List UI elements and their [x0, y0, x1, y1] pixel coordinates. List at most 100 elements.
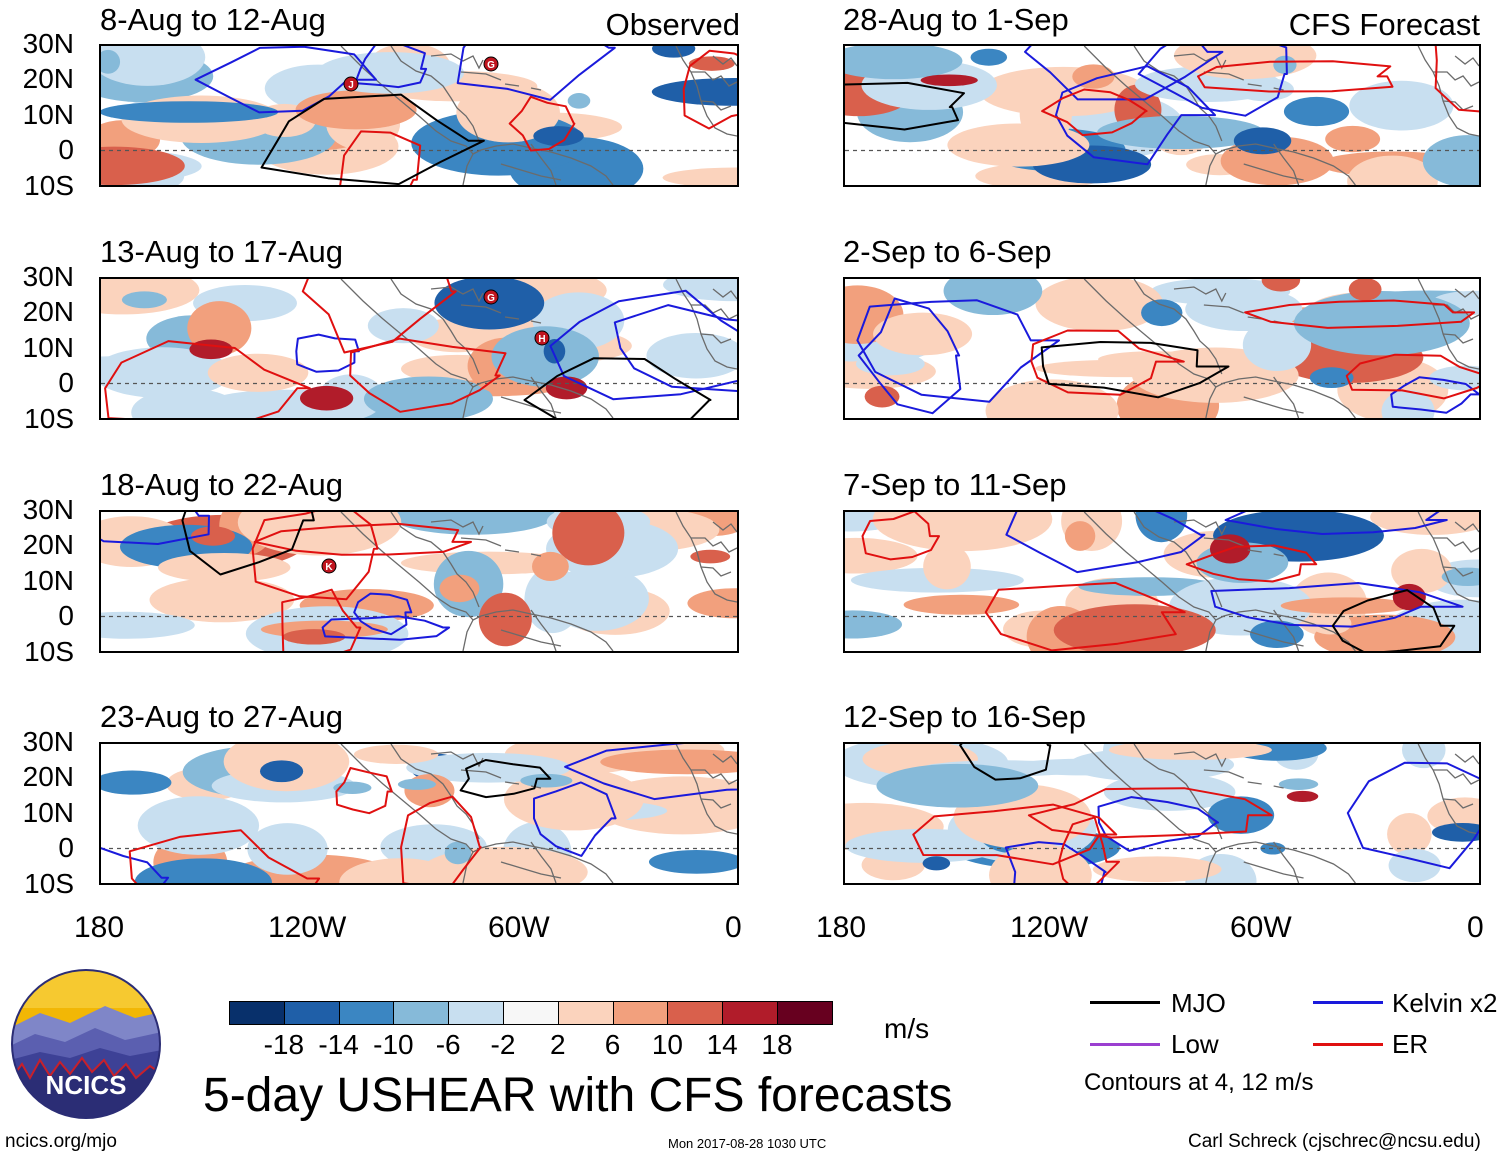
er-contour [128, 829, 321, 883]
legend-label-low: Low [1171, 1029, 1219, 1059]
shading-blob [864, 385, 900, 408]
storm-marker[interactable]: H [534, 330, 550, 346]
shading-blob [237, 512, 402, 556]
lon-label-180-right: 180 [816, 911, 867, 944]
shading-blob [985, 379, 1119, 418]
shading-blob [1280, 597, 1411, 615]
er-contour [335, 767, 393, 815]
kelvin-contour [295, 333, 360, 373]
lat-label: 10N [22, 565, 74, 596]
coastline [340, 512, 737, 651]
shading-blob [259, 760, 304, 783]
shading-blob [149, 577, 295, 623]
coastline [1083, 512, 1479, 651]
shading-blob [1325, 125, 1381, 153]
shading-blob [282, 629, 346, 645]
shading-blob [1185, 287, 1303, 332]
lat-label: 30N [22, 28, 74, 59]
er-contour [1345, 353, 1479, 400]
mjo-contour [845, 81, 965, 131]
lat-label: 0 [58, 600, 74, 631]
shading-blob [845, 46, 963, 80]
shading-blob [1098, 351, 1210, 368]
footer-url[interactable]: ncics.org/mjo [5, 1131, 117, 1152]
shading-blob [1261, 279, 1301, 292]
colorbar-label: -10 [373, 1029, 414, 1060]
storm-marker[interactable]: G [483, 289, 499, 305]
kelvin-contour [456, 46, 616, 101]
shading-blob [1141, 299, 1183, 327]
shading-blob [1309, 367, 1354, 388]
shading-blob [1309, 612, 1352, 635]
shading-blob [190, 526, 236, 546]
shading-blob [101, 770, 172, 795]
colorbar-label: -18 [263, 1029, 305, 1060]
shading-blob [406, 752, 571, 783]
shading-blob [295, 90, 417, 130]
lat-label: 10S [24, 868, 74, 899]
er-contour [301, 279, 457, 354]
colorbar-swatch [448, 1001, 504, 1025]
kelvin-contour [194, 46, 377, 114]
map-canvas [845, 512, 1479, 651]
shading-blob [1064, 521, 1096, 551]
shading-blob [533, 126, 584, 146]
panel-2-title: 13-Aug to 17-Aug [100, 234, 344, 269]
kelvin-contour [1024, 46, 1224, 101]
lat-label: 20N [22, 529, 74, 560]
colorbar-swatch [338, 1001, 395, 1025]
er-contour [349, 337, 507, 413]
map-canvas [845, 744, 1479, 883]
shading-blob [1103, 773, 1236, 811]
coastline [340, 46, 737, 185]
legend-label-kelvin: Kelvin x2 [1392, 988, 1498, 1018]
colorbar-label: -6 [435, 1029, 461, 1060]
shading-blob [389, 512, 556, 535]
shading-blob [363, 376, 493, 418]
shading-blob [189, 339, 233, 360]
ncics-logo[interactable]: NCICS [10, 968, 162, 1120]
er-contour [984, 581, 1186, 651]
mjo-contour [459, 759, 552, 799]
shading-blob [101, 611, 195, 639]
map-canvas [845, 46, 1479, 185]
coastline [1083, 279, 1479, 418]
colorbar-label: -2 [490, 1029, 516, 1060]
shading-blob [872, 512, 1053, 552]
coastline [1083, 744, 1479, 883]
er-contour [400, 795, 482, 883]
shading-blob [353, 744, 439, 764]
mjo-contour [1040, 341, 1230, 399]
shading-blob [444, 841, 472, 865]
shading-blob [845, 610, 903, 639]
storm-marker[interactable]: J [343, 76, 359, 92]
storm-marker[interactable]: G [483, 56, 499, 72]
storm-marker[interactable]: K [321, 558, 337, 574]
lat-label: 20N [22, 761, 74, 792]
lon-label-60w-left: 60W [488, 911, 550, 944]
shading-blob [687, 588, 737, 619]
kelvin-contour [1004, 841, 1107, 883]
legend-label-er: ER [1392, 1029, 1429, 1059]
er-contour [339, 130, 422, 185]
shading-blob [1035, 279, 1164, 332]
shading-blob [1391, 548, 1453, 594]
shading-blob [876, 763, 1039, 808]
shading-blob [1348, 279, 1382, 301]
kelvin-contour [1137, 46, 1288, 117]
coastline [340, 279, 737, 418]
panel-6-title: 2-Sep to 6-Sep [843, 234, 1052, 269]
er-contour [104, 340, 311, 418]
shading-blob [101, 49, 121, 74]
kelvin-contour [564, 744, 737, 801]
storm-letter: H [538, 334, 545, 345]
mjo-contour [523, 357, 712, 418]
er-contour [253, 522, 472, 556]
shading-blob [531, 551, 569, 581]
colorbar-units: m/s [884, 1013, 930, 1044]
shading-blob [137, 796, 260, 855]
shading-blob [600, 749, 737, 775]
lat-label: 10N [22, 99, 74, 130]
colorbar-label: -14 [318, 1029, 359, 1060]
